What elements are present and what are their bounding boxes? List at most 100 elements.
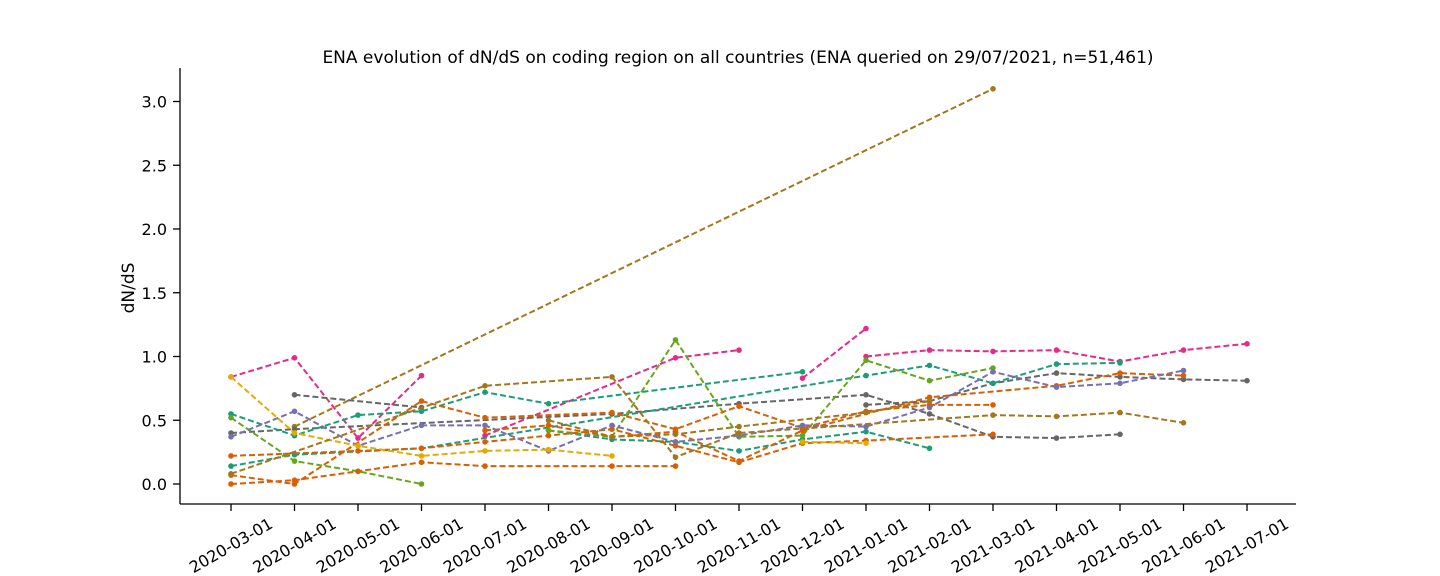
data-point bbox=[1117, 409, 1123, 416]
y-tick-label: 2.0 bbox=[142, 220, 167, 239]
data-point bbox=[863, 392, 869, 398]
data-point bbox=[990, 86, 996, 92]
data-point bbox=[736, 459, 742, 466]
y-ticks: 0.0 0.5 1.0 1.5 2.0 2.5 3.0 bbox=[142, 93, 180, 494]
series-line-7 bbox=[230, 393, 1121, 440]
series-line-11 bbox=[230, 416, 422, 485]
y-tick-label: 1.5 bbox=[142, 284, 167, 303]
data-point bbox=[990, 402, 996, 408]
data-point bbox=[418, 459, 425, 466]
data-point bbox=[736, 403, 742, 410]
data-point bbox=[1117, 360, 1123, 366]
data-point bbox=[545, 400, 552, 407]
series-line-19 bbox=[802, 440, 867, 445]
data-point bbox=[609, 463, 615, 469]
series-line-2 bbox=[484, 349, 740, 437]
data-point bbox=[990, 348, 996, 355]
series-3 bbox=[799, 325, 869, 382]
data-point bbox=[926, 404, 933, 411]
data-point bbox=[482, 383, 488, 389]
data-point bbox=[672, 337, 679, 343]
data-point bbox=[609, 409, 615, 416]
data-point bbox=[545, 427, 552, 434]
data-point bbox=[799, 432, 806, 439]
data-point bbox=[1117, 431, 1123, 438]
data-point bbox=[1117, 370, 1123, 376]
data-point bbox=[418, 398, 425, 404]
data-point bbox=[228, 453, 234, 459]
data-point bbox=[228, 434, 234, 440]
data-point bbox=[863, 409, 869, 416]
series-line-20 bbox=[230, 375, 1184, 475]
data-point bbox=[736, 448, 742, 454]
data-point bbox=[926, 362, 933, 369]
series-0 bbox=[291, 86, 996, 430]
data-point bbox=[482, 439, 488, 445]
data-point bbox=[990, 369, 996, 375]
data-point bbox=[863, 372, 869, 379]
data-point bbox=[418, 445, 425, 452]
data-point bbox=[355, 443, 361, 449]
data-point bbox=[672, 439, 679, 445]
data-point bbox=[228, 374, 234, 380]
series-line-9 bbox=[230, 361, 1121, 468]
series-line-0 bbox=[294, 87, 994, 428]
data-point bbox=[228, 471, 234, 477]
data-point bbox=[355, 468, 361, 475]
y-tick-label: 3.0 bbox=[142, 93, 167, 112]
series-5 bbox=[291, 392, 425, 411]
data-point bbox=[926, 411, 933, 417]
data-point bbox=[291, 392, 298, 398]
data-point bbox=[926, 398, 933, 404]
series-2 bbox=[482, 347, 742, 439]
data-point bbox=[228, 414, 234, 421]
y-tick-label: 0.0 bbox=[142, 475, 167, 494]
series-19 bbox=[799, 439, 869, 447]
data-point bbox=[1180, 367, 1187, 374]
data-point bbox=[291, 355, 298, 361]
data-point bbox=[482, 414, 488, 421]
data-point bbox=[418, 372, 425, 379]
data-point bbox=[609, 434, 615, 440]
data-point bbox=[926, 347, 933, 353]
series-line-5 bbox=[294, 393, 422, 409]
series-line-15 bbox=[484, 372, 1184, 463]
series-line-12 bbox=[548, 338, 994, 438]
data-point bbox=[1180, 372, 1187, 379]
data-point bbox=[291, 408, 298, 415]
data-point bbox=[291, 458, 298, 464]
data-point bbox=[736, 430, 742, 436]
data-point bbox=[990, 380, 996, 387]
data-point bbox=[736, 347, 742, 353]
data-point bbox=[1053, 347, 1060, 353]
series-layer bbox=[228, 86, 1250, 487]
data-point bbox=[418, 408, 425, 415]
data-point bbox=[1244, 341, 1250, 347]
data-point bbox=[990, 412, 996, 418]
data-point bbox=[863, 325, 869, 332]
data-point bbox=[545, 422, 552, 429]
data-point bbox=[736, 423, 742, 430]
data-point bbox=[672, 443, 679, 449]
series-line-21 bbox=[548, 400, 930, 438]
data-point bbox=[291, 481, 298, 487]
series-4 bbox=[863, 341, 1250, 365]
data-point bbox=[482, 422, 488, 429]
data-point bbox=[482, 389, 488, 396]
data-point bbox=[609, 422, 615, 429]
data-point bbox=[482, 427, 488, 434]
data-point bbox=[545, 432, 552, 439]
data-point bbox=[1117, 380, 1123, 387]
data-point bbox=[799, 375, 806, 382]
y-tick-label: 1.0 bbox=[142, 348, 167, 367]
data-point bbox=[672, 463, 679, 469]
data-point bbox=[355, 448, 361, 454]
series-16 bbox=[228, 426, 996, 466]
series-17 bbox=[228, 367, 1187, 454]
axes bbox=[179, 68, 1296, 505]
data-point bbox=[418, 422, 425, 429]
data-point bbox=[799, 422, 806, 429]
data-point bbox=[863, 428, 869, 435]
data-point bbox=[672, 355, 679, 361]
